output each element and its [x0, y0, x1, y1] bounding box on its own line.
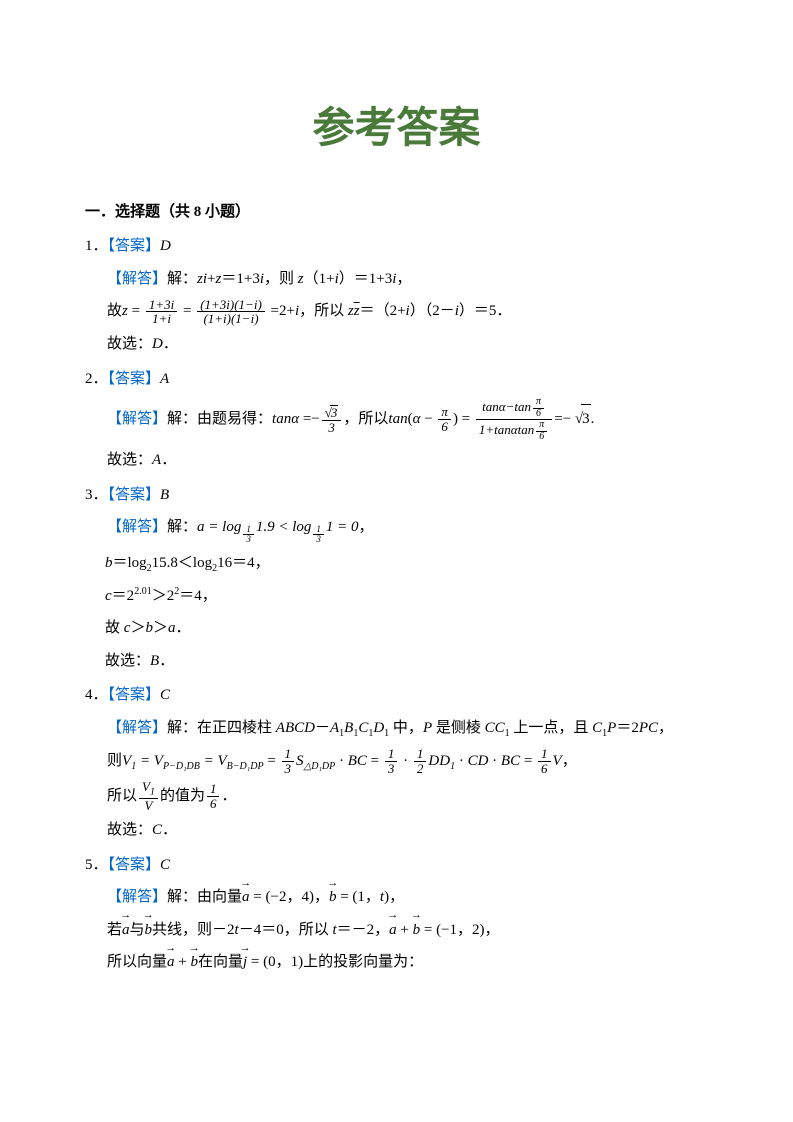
answer-marker: 【答案】 [108, 687, 161, 703]
q4-line-3: 所以V1V的值为16． [107, 780, 708, 813]
q5-line-3: 所以向量a + b在向量j = (0，1)上的投影向量为： [107, 948, 708, 977]
question-1: 1．【答案】D 【解答】解：zi+z＝1+3i，则 z（1+i）＝1+3i， 故… [85, 232, 708, 358]
answer-marker: 【答案】 [108, 857, 161, 873]
explain-marker: 【解答】 [107, 889, 167, 905]
q3-answer: B [160, 487, 169, 503]
q1-line-2: 故z = 1+3i1+i = (1+3i)(1−i)(1+i)(1−i) =2+… [107, 297, 708, 326]
q4-line-4: 故选：C． [107, 816, 708, 845]
section-heading: 一．选择题（共 8 小题） [85, 198, 708, 227]
q5-answer-line: 5．【答案】C [85, 851, 708, 880]
answer-marker: 【答案】 [108, 371, 161, 387]
question-5: 5．【答案】C 【解答】解：由向量a = (−2，4)，b = (1，t)， 若… [85, 851, 708, 977]
q3-line-2: b＝log215.8＜log216＝4， [105, 549, 708, 578]
question-3: 3．【答案】B 【解答】解：a = log131.9 < log131 = 0，… [85, 481, 708, 676]
explain-marker: 【解答】 [107, 271, 167, 287]
explain-marker: 【解答】 [107, 519, 167, 535]
question-4: 4．【答案】C 【解答】解：在正四棱柱 ABCD－A1B1C1D1 中，P 是侧… [85, 681, 708, 845]
answer-marker: 【答案】 [108, 238, 161, 254]
q-num: 4． [85, 687, 108, 703]
q4-line-1: 【解答】解：在正四棱柱 ABCD－A1B1C1D1 中，P 是侧棱 CC1 上一… [107, 714, 708, 743]
q1-line-1: 【解答】解：zi+z＝1+3i，则 z（1+i）＝1+3i， [107, 265, 708, 294]
explain-marker: 【解答】 [107, 720, 167, 736]
q-num: 3． [85, 487, 108, 503]
q3-answer-line: 3．【答案】B [85, 481, 708, 510]
q2-answer: A [160, 371, 169, 387]
q3-line-1: 【解答】解：a = log131.9 < log131 = 0， [107, 513, 708, 545]
q3-line-4: 故 c＞b＞a． [105, 614, 708, 643]
q1-line-3: 故选：D． [107, 330, 708, 359]
q1-answer: D [160, 238, 171, 254]
q-num: 5． [85, 857, 108, 873]
q-num: 1． [85, 238, 108, 254]
page-title: 参考答案 [85, 90, 708, 170]
q3-line-3: c＝22.01＞22＝4， [105, 582, 708, 611]
q4-answer: C [160, 687, 170, 703]
explain-marker: 【解答】 [107, 411, 167, 427]
q4-line-2: 则V1 = VP−D₁DB = VB−D₁DP = 13S△D₁DP · BC … [107, 747, 708, 776]
q-num: 2． [85, 371, 108, 387]
q5-line-1: 【解答】解：由向量a = (−2，4)，b = (1，t)， [107, 883, 708, 912]
q5-answer: C [160, 857, 170, 873]
q3-line-5: 故选：B． [105, 647, 708, 676]
q2-line-2: 故选：A． [107, 446, 708, 475]
answer-marker: 【答案】 [108, 487, 161, 503]
q2-line-1: 【解答】解：由题易得：tanα =−√33，所以tan(α − π6) = ta… [107, 397, 708, 442]
question-2: 2．【答案】A 【解答】解：由题易得：tanα =−√33，所以tan(α − … [85, 365, 708, 475]
q2-answer-line: 2．【答案】A [85, 365, 708, 394]
q4-answer-line: 4．【答案】C [85, 681, 708, 710]
q1-answer-line: 1．【答案】D [85, 232, 708, 261]
